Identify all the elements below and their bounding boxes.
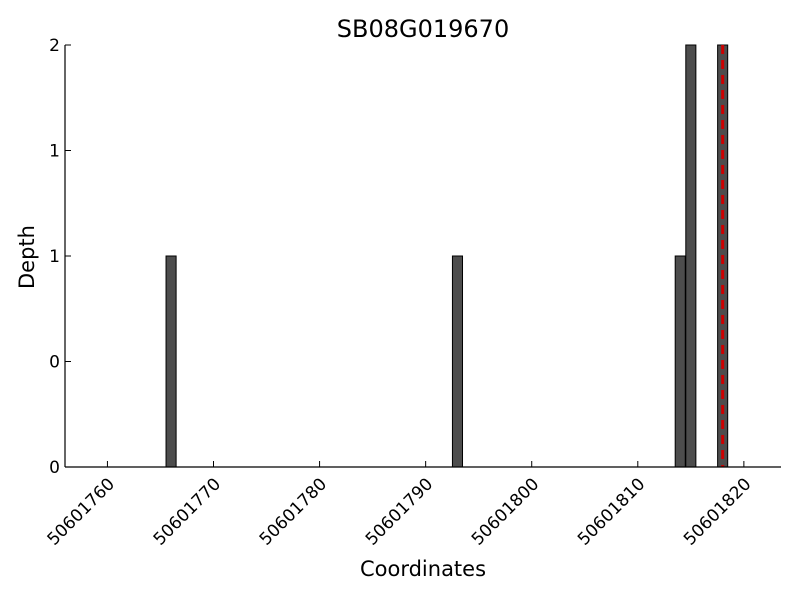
bar [674,255,686,468]
bar [685,44,697,468]
bar [165,255,177,468]
bars-group [165,44,729,468]
bar [451,255,464,468]
y-tick-label: 1 [49,142,60,162]
x-tick-label: 50601760 [44,474,119,549]
x-tick-label: 50601770 [150,474,225,549]
y-ticks-group: 0 0 1 1 2 [49,36,71,478]
y-tick-label: 1 [49,247,60,267]
x-ticks-group: 50601760 50601770 50601780 50601790 50601800… [44,461,755,550]
y-axis-label: Depth [15,225,39,289]
x-tick-label: 50601820 [680,474,755,549]
x-tick-label: 50601800 [468,474,543,549]
x-axis-label: Coordinates [360,557,486,581]
y-tick-label: 0 [49,458,60,478]
x-tick-label: 50601790 [362,474,437,549]
x-tick-label: 50601810 [574,474,649,549]
chart-title: SB08G019670 [337,15,509,43]
x-tick-label: 50601780 [256,474,331,549]
y-tick-label: 0 [49,353,60,373]
y-tick-label: 2 [49,36,60,56]
